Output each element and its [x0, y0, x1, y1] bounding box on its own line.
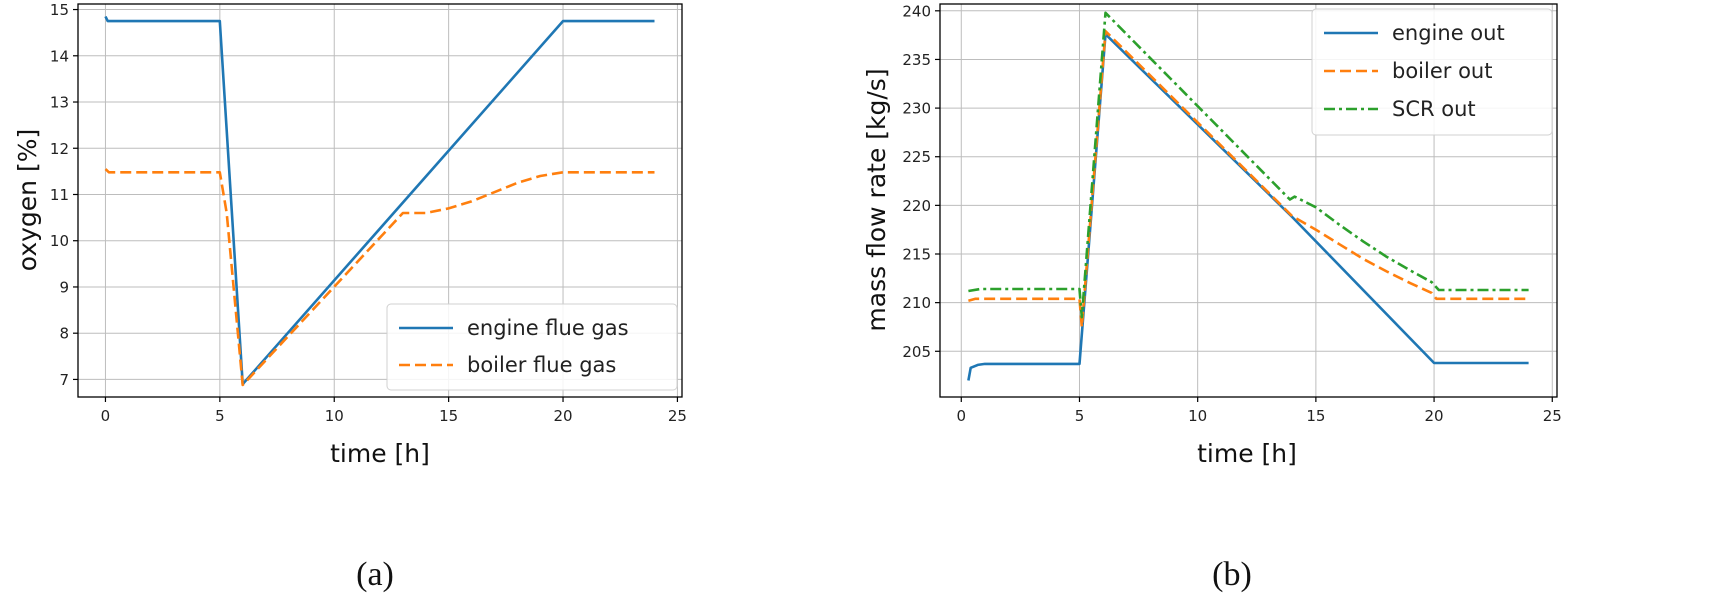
panel-b-caption: (b)	[1212, 556, 1252, 593]
x-tick-label: 5	[215, 407, 225, 425]
panel-a-ylabel: oxygen [%]	[13, 129, 42, 271]
y-tick-label: 10	[50, 232, 69, 250]
y-tick-label: 205	[902, 343, 931, 361]
x-tick-label: 0	[101, 407, 111, 425]
y-tick-label: 8	[59, 325, 69, 343]
panel-b-ticks: 0 5 10 15 20 25 205 210 215 220 225 230 235 240	[902, 2, 1561, 425]
legend-label: engine out	[1392, 21, 1505, 45]
legend-label: boiler flue gas	[467, 353, 616, 377]
y-tick-label: 9	[59, 278, 69, 296]
panel-b-xlabel: time [h]	[1197, 439, 1297, 468]
y-tick-label: 210	[902, 294, 931, 312]
panel-b-axes-frame	[939, 3, 1558, 398]
x-tick-label: 20	[553, 407, 572, 425]
legend-label: boiler out	[1392, 59, 1492, 83]
y-tick-label: 11	[50, 186, 69, 204]
series-line-engine-out	[967, 32, 1529, 381]
y-tick-label: 235	[902, 51, 931, 69]
x-tick-label: 25	[668, 407, 687, 425]
legend-label: engine flue gas	[467, 316, 629, 340]
y-tick-label: 240	[902, 2, 931, 20]
panel-b-series	[967, 11, 1529, 381]
panel-a-ticks: 0 5 10 15 20 25 7 8 9 10 11 12 13 14 15	[50, 1, 687, 425]
legend-label: SCR out	[1392, 97, 1476, 121]
x-tick-label: 10	[325, 407, 344, 425]
panel-b-ylabel: mass flow rate [kg/s]	[862, 68, 891, 331]
series-line-SCR-out	[968, 11, 1529, 319]
x-tick-label: 15	[1306, 407, 1325, 425]
panel-a: 0 5 10 15 20 25 7 8 9 10 11 12 13 14 15 time [h] oxyge…	[13, 1, 687, 593]
panel-b: 0 5 10 15 20 25 205 210 215 220 225 230 235 240 time …	[862, 2, 1562, 593]
x-tick-label: 10	[1188, 407, 1207, 425]
series-line-engine-flue-gas	[104, 15, 655, 386]
x-tick-label: 25	[1543, 407, 1562, 425]
y-tick-label: 7	[59, 371, 69, 389]
y-tick-label: 13	[50, 94, 69, 112]
panel-a-grid	[78, 4, 682, 397]
x-tick-label: 15	[439, 407, 458, 425]
panel-a-xlabel: time [h]	[330, 439, 430, 468]
legend-box	[1311, 8, 1553, 136]
y-tick-label: 14	[50, 47, 69, 65]
y-tick-label: 230	[902, 100, 931, 118]
y-tick-label: 15	[50, 1, 69, 19]
y-tick-label: 215	[902, 246, 931, 264]
panel-a-caption: (a)	[356, 556, 394, 593]
y-tick-label: 225	[902, 148, 931, 166]
x-tick-label: 20	[1425, 407, 1444, 425]
x-tick-label: 0	[957, 407, 967, 425]
y-tick-label: 220	[902, 197, 931, 215]
x-tick-label: 5	[1075, 407, 1085, 425]
legend-box	[386, 303, 678, 391]
panel-a-axes-frame	[77, 3, 683, 398]
y-tick-label: 12	[50, 140, 69, 158]
panel-a-legend: engine flue gas boiler flue gas	[386, 303, 678, 391]
panel-b-legend: engine out boiler out SCR out	[1311, 8, 1553, 136]
series-line-boiler-flue-gas	[104, 168, 655, 387]
panel-a-series	[104, 15, 655, 387]
